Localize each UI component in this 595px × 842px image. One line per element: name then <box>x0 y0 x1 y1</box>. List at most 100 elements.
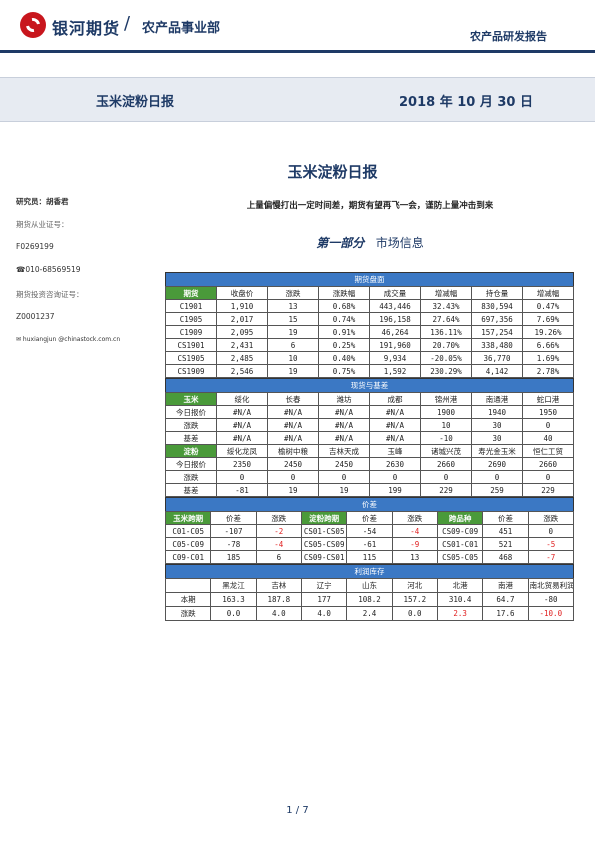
table-cell: 1940 <box>471 405 523 419</box>
column-header: 河北 <box>391 578 438 593</box>
table-cell: CS01-C01 <box>436 537 484 551</box>
table-cell: CS09-C09 <box>436 524 484 538</box>
table-cell: 7.69% <box>522 312 574 326</box>
table-row: 今日报价 #N/A #N/A #N/A #N/A 1900 1940 1950 <box>165 405 574 419</box>
table-cell: 136.11% <box>420 325 472 339</box>
license-label: 期货从业证号： <box>16 220 69 229</box>
table-cell: 40 <box>522 431 574 445</box>
column-header: 寿光金玉米 <box>471 444 523 458</box>
futures-header-row: 期货 收盘价 涨跌 涨跌幅 成交量 增减幅 持仓量 增减幅 <box>165 286 574 300</box>
table-cell: 6 <box>267 338 319 352</box>
column-header: 玉峰 <box>369 444 421 458</box>
table-cell: 191,960 <box>369 338 421 352</box>
table-cell: 2630 <box>369 457 421 471</box>
column-header: 价差 <box>210 511 257 525</box>
table-cell: 0 <box>267 470 319 484</box>
table-cell: -78 <box>210 537 257 551</box>
table-cell: 1950 <box>522 405 574 419</box>
table-cell: 0 <box>318 470 370 484</box>
column-header: 蛇口港 <box>522 392 574 406</box>
column-header: 涨跌幅 <box>318 286 370 300</box>
table-cell: 2,017 <box>216 312 268 326</box>
table-cell: 521 <box>482 537 529 551</box>
report-date: 2018 年 10 月 30 日 <box>399 95 533 110</box>
table-cell: 2450 <box>318 457 370 471</box>
table-cell: 36,770 <box>471 351 523 365</box>
profit-header-row: 黑龙江 吉林 辽宁 山东 河北 北港 南港 南北贸易利润 <box>164 578 575 593</box>
title-band <box>0 77 595 122</box>
column-header: 南港 <box>482 578 529 593</box>
column-header: 吉林天成 <box>318 444 370 458</box>
table-row: 涨跌 0.0 4.0 4.0 2.4 0.0 2.3 17.6 -10.0 <box>164 606 575 621</box>
table-cell: CS1909 <box>165 364 217 378</box>
advisor-license-number: Z0001237 <box>16 312 55 321</box>
spread-table: 玉米跨期 价差 涨跌 淀粉跨期 价差 涨跌 跨品种 价差 涨跌 C01-C05 -107 -2 CS01… <box>164 511 575 564</box>
yinhe-logo-icon <box>20 12 46 38</box>
advisor-license-label: 期货投资咨询证号： <box>16 290 84 299</box>
table-cell: -61 <box>346 537 393 551</box>
table-cell: 0 <box>471 470 523 484</box>
table-cell: -7 <box>527 550 575 564</box>
table-cell: 0.40% <box>318 351 370 365</box>
column-header: 长春 <box>267 392 319 406</box>
analyst-name: 研究员：胡香君 <box>16 197 69 206</box>
table-cell: C05-C09 <box>164 537 212 551</box>
table-cell: 涨跌 <box>165 470 217 484</box>
column-header: 增减幅 <box>522 286 574 300</box>
table-row: CS1909 2,546 19 0.75% 1,592 230.29% 4,142 2.78% <box>165 364 574 378</box>
table-cell: 0 <box>216 470 268 484</box>
table-cell: 187.8 <box>255 592 302 607</box>
column-header: 玉米 <box>165 392 217 406</box>
table-cell: 0.0 <box>210 606 257 621</box>
table-cell: 13 <box>267 299 319 313</box>
table-cell: 2,485 <box>216 351 268 365</box>
column-header: 绥化 <box>216 392 268 406</box>
table-cell: 46,264 <box>369 325 421 339</box>
spot-basis-table: 玉米 绥化 长春 潍坊 成都 锦州港 南通港 蛇口港 今日报价 #N/A #N/A #N/A #N/A 1… <box>165 392 574 497</box>
column-header: 价差 <box>346 511 393 525</box>
table-row: 今日报价 2350 2450 2450 2630 2660 2690 2660 <box>165 457 574 471</box>
table-cell: 0 <box>522 418 574 432</box>
email-address[interactable]: ✉ huxiangjun @chinastock.com.cn <box>16 336 121 343</box>
spot-table-title: 现货与基差 <box>165 378 574 392</box>
table-cell: -10 <box>420 431 472 445</box>
table-cell: #N/A <box>267 405 319 419</box>
table-cell: 19.26% <box>522 325 574 339</box>
table-cell: 1.69% <box>522 351 574 365</box>
section-part: 第一部分 <box>316 236 365 250</box>
column-header: 跨品种 <box>436 511 484 525</box>
table-cell: 2350 <box>216 457 268 471</box>
table-cell: 涨跌 <box>165 418 217 432</box>
futures-table: 期货 收盘价 涨跌 涨跌幅 成交量 增减幅 持仓量 增减幅 C1901 1,910 13 0.68% 4… <box>165 286 574 378</box>
futures-table-title: 期货盘面 <box>165 272 574 286</box>
table-cell: -107 <box>210 524 257 538</box>
column-header: 价差 <box>482 511 529 525</box>
column-header: 淀粉跨期 <box>300 511 348 525</box>
table-cell: 0.25% <box>318 338 370 352</box>
department-name: 农产品事业部 <box>142 21 221 36</box>
table-cell: CS05-CS09 <box>300 537 348 551</box>
header-divider <box>0 50 595 53</box>
table-cell: #N/A <box>369 418 421 432</box>
column-header: 涨跌 <box>527 511 575 525</box>
column-header: 期货 <box>165 286 217 300</box>
table-cell: 115 <box>346 550 393 564</box>
page-title: 玉米淀粉日报 <box>287 163 378 181</box>
table-cell: -5 <box>527 537 575 551</box>
column-header: 成都 <box>369 392 421 406</box>
column-header: 北港 <box>436 578 484 593</box>
table-cell: 0.68% <box>318 299 370 313</box>
column-header: 涨跌 <box>391 511 438 525</box>
table-row: 基差 #N/A #N/A #N/A #N/A -10 30 40 <box>165 431 574 445</box>
column-header: 南北贸易利润 <box>527 578 575 593</box>
column-header: 诸城兴茂 <box>420 444 472 458</box>
table-cell: 259 <box>471 483 523 497</box>
table-cell: -9 <box>391 537 438 551</box>
table-row: 涨跌 #N/A #N/A #N/A #N/A 10 30 0 <box>165 418 574 432</box>
table-cell: 338,480 <box>471 338 523 352</box>
column-header: 锦州港 <box>420 392 472 406</box>
table-cell: 2450 <box>267 457 319 471</box>
license-number: F0269199 <box>16 242 54 251</box>
table-cell: -10.0 <box>527 606 575 621</box>
table-cell: 15 <box>267 312 319 326</box>
